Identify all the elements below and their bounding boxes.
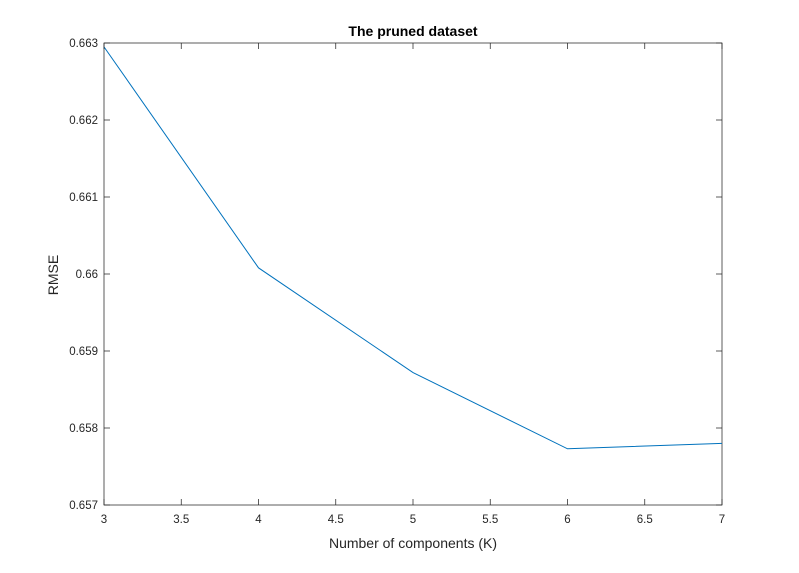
x-tick-label: 5 xyxy=(410,514,416,526)
y-tick-label: 0.66 xyxy=(76,269,98,281)
x-tick-label: 5.5 xyxy=(482,514,498,526)
y-tick-label: 0.659 xyxy=(69,346,98,358)
chart-title: The pruned dataset xyxy=(348,23,477,39)
x-tick-label: 4.5 xyxy=(328,514,344,526)
plot-box xyxy=(103,42,723,506)
y-tick-label: 0.657 xyxy=(69,500,98,512)
y-tick-label: 0.663 xyxy=(69,38,98,50)
plot-area xyxy=(103,42,723,506)
y-tick-label: 0.661 xyxy=(69,192,98,204)
x-axis-label: Number of components (K) xyxy=(329,535,497,551)
y-tick-label: 0.658 xyxy=(69,423,98,435)
x-tick-label: 4 xyxy=(255,514,262,526)
series-line xyxy=(103,46,723,450)
x-tick-label: 3.5 xyxy=(173,514,189,526)
x-tick-label: 7 xyxy=(719,514,725,526)
series-layer xyxy=(103,46,723,450)
y-tick-label: 0.662 xyxy=(69,115,98,127)
ticks-layer: 3 3.5 4 4.5 5 5.5 6 6.5 7 0.657 0.658 0.659 0.66 0.66… xyxy=(69,38,725,526)
x-tick-label: 6.5 xyxy=(637,514,653,526)
x-tick-label: 6 xyxy=(564,514,570,526)
x-tick-label: 3 xyxy=(101,514,107,526)
y-axis-label: RMSE xyxy=(45,255,61,295)
